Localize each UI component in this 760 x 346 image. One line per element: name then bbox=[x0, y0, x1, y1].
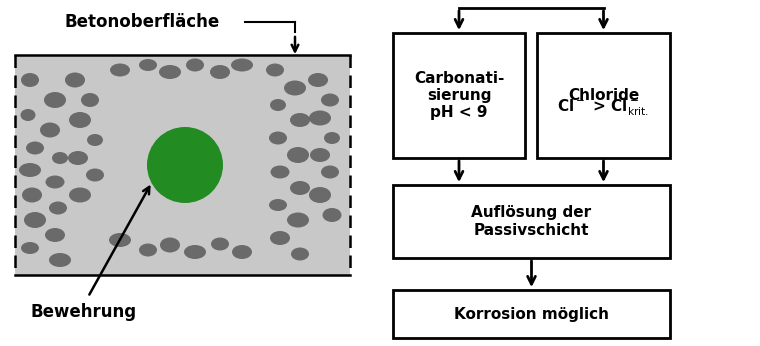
Text: Carbonati-
sierung
pH < 9: Carbonati- sierung pH < 9 bbox=[413, 71, 504, 120]
Ellipse shape bbox=[21, 242, 39, 254]
Ellipse shape bbox=[22, 188, 42, 202]
Bar bbox=[393, 185, 670, 258]
Ellipse shape bbox=[287, 147, 309, 163]
Ellipse shape bbox=[287, 212, 309, 228]
Ellipse shape bbox=[65, 73, 85, 88]
Text: Auflösung der
Passivschicht: Auflösung der Passivschicht bbox=[471, 205, 591, 238]
Ellipse shape bbox=[308, 73, 328, 87]
Ellipse shape bbox=[231, 58, 253, 72]
Ellipse shape bbox=[284, 81, 306, 95]
Ellipse shape bbox=[324, 132, 340, 144]
Ellipse shape bbox=[290, 113, 310, 127]
Ellipse shape bbox=[270, 99, 286, 111]
Ellipse shape bbox=[69, 112, 91, 128]
Ellipse shape bbox=[269, 199, 287, 211]
Ellipse shape bbox=[266, 64, 284, 76]
Ellipse shape bbox=[46, 175, 65, 189]
Ellipse shape bbox=[21, 73, 39, 87]
Ellipse shape bbox=[310, 148, 330, 162]
Ellipse shape bbox=[87, 134, 103, 146]
Ellipse shape bbox=[139, 59, 157, 71]
Ellipse shape bbox=[68, 151, 88, 165]
Ellipse shape bbox=[291, 247, 309, 261]
Ellipse shape bbox=[309, 110, 331, 126]
Ellipse shape bbox=[270, 231, 290, 245]
Ellipse shape bbox=[40, 122, 60, 137]
Ellipse shape bbox=[321, 165, 339, 179]
Ellipse shape bbox=[160, 237, 180, 253]
Ellipse shape bbox=[271, 165, 290, 179]
Text: Korrosion möglich: Korrosion möglich bbox=[454, 307, 609, 321]
Ellipse shape bbox=[159, 65, 181, 79]
Bar bbox=[393, 290, 670, 338]
Ellipse shape bbox=[86, 169, 104, 182]
Ellipse shape bbox=[186, 58, 204, 72]
Ellipse shape bbox=[211, 237, 229, 251]
Ellipse shape bbox=[45, 228, 65, 242]
Text: Bewehrung: Bewehrung bbox=[30, 303, 136, 321]
Text: Cl$^-$ > Cl$^-_{\mathsf{krit.}}$: Cl$^-$ > Cl$^-_{\mathsf{krit.}}$ bbox=[558, 98, 650, 118]
Ellipse shape bbox=[49, 253, 71, 267]
Text: Chloride: Chloride bbox=[568, 88, 639, 103]
Bar bbox=[537, 33, 670, 158]
Ellipse shape bbox=[69, 188, 91, 202]
Bar bbox=[393, 33, 525, 158]
Ellipse shape bbox=[44, 92, 66, 108]
Ellipse shape bbox=[290, 181, 310, 195]
Circle shape bbox=[147, 127, 223, 203]
Ellipse shape bbox=[52, 152, 68, 164]
Ellipse shape bbox=[24, 212, 46, 228]
Ellipse shape bbox=[21, 109, 36, 121]
Ellipse shape bbox=[269, 131, 287, 145]
Ellipse shape bbox=[139, 244, 157, 256]
Ellipse shape bbox=[19, 163, 41, 177]
Text: Betonoberfläche: Betonoberfläche bbox=[65, 13, 220, 31]
Ellipse shape bbox=[322, 208, 341, 222]
Ellipse shape bbox=[109, 233, 131, 247]
Ellipse shape bbox=[26, 142, 44, 155]
Bar bbox=[15, 55, 350, 275]
Ellipse shape bbox=[110, 64, 130, 76]
Ellipse shape bbox=[321, 93, 339, 107]
Ellipse shape bbox=[184, 245, 206, 259]
Ellipse shape bbox=[49, 201, 67, 215]
Ellipse shape bbox=[232, 245, 252, 259]
Ellipse shape bbox=[210, 65, 230, 79]
Ellipse shape bbox=[81, 93, 99, 107]
Ellipse shape bbox=[309, 187, 331, 203]
